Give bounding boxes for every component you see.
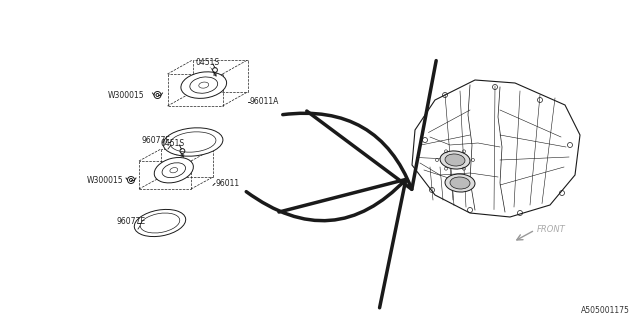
Ellipse shape (445, 174, 475, 192)
Text: 96011: 96011 (215, 179, 239, 188)
FancyArrowPatch shape (283, 60, 436, 189)
Text: FRONT: FRONT (537, 225, 566, 234)
Ellipse shape (450, 177, 470, 189)
Ellipse shape (140, 213, 180, 233)
Ellipse shape (154, 157, 193, 183)
Ellipse shape (170, 132, 216, 152)
Text: 0451S: 0451S (161, 139, 184, 148)
Ellipse shape (199, 82, 209, 88)
Ellipse shape (440, 151, 470, 169)
Text: W300015: W300015 (108, 91, 144, 100)
Text: 96011A: 96011A (250, 97, 279, 106)
Ellipse shape (181, 72, 227, 98)
Ellipse shape (134, 209, 186, 236)
Text: A505001175: A505001175 (581, 306, 630, 315)
Ellipse shape (162, 163, 186, 178)
Ellipse shape (445, 154, 465, 166)
FancyArrowPatch shape (246, 180, 406, 308)
Ellipse shape (170, 168, 178, 173)
Text: 96077E: 96077E (116, 217, 145, 226)
Text: W300015: W300015 (87, 175, 124, 185)
Ellipse shape (163, 128, 223, 156)
Text: 96077F: 96077F (141, 135, 170, 145)
Ellipse shape (190, 77, 218, 93)
Text: 0451S: 0451S (195, 58, 219, 67)
